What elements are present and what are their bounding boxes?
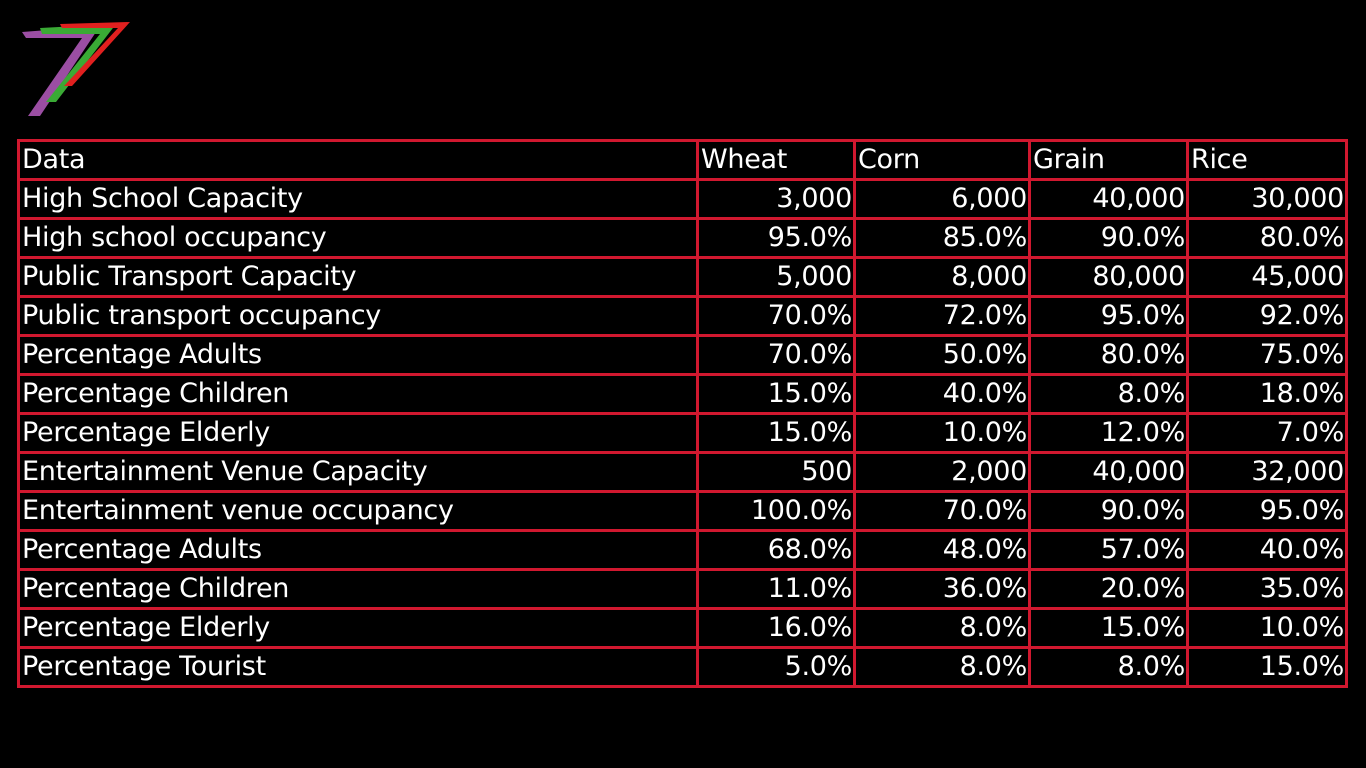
value-cell: 95.0% (1028, 295, 1189, 337)
value-cell: 15.0% (1028, 607, 1189, 649)
row-label-cell: Percentage Elderly (17, 607, 699, 649)
value-cell: 18.0% (1186, 373, 1348, 415)
header-cell-corn: Corn (853, 139, 1031, 181)
value-cell: 8.0% (853, 607, 1031, 649)
table-row: Public transport occupancy 70.0% 72.0% 95.0… (17, 295, 1348, 337)
value-cell: 95.0% (1186, 490, 1348, 532)
value-cell: 20.0% (1028, 568, 1189, 610)
value-cell: 40.0% (1186, 529, 1348, 571)
row-label-cell: Percentage Adults (17, 334, 699, 376)
table-body: Data Wheat Corn Grain Rice High School C… (17, 139, 1348, 688)
value-cell: 11.0% (696, 568, 856, 610)
row-label-cell: Percentage Elderly (17, 412, 699, 454)
table-row: Percentage Adults 70.0% 50.0% 80.0% 75.0% (17, 334, 1348, 376)
table-row: Percentage Children 11.0% 36.0% 20.0% 35.0% (17, 568, 1348, 610)
value-cell: 72.0% (853, 295, 1031, 337)
value-cell: 10.0% (1186, 607, 1348, 649)
value-cell: 8.0% (1028, 646, 1189, 688)
table-row: Percentage Elderly 15.0% 10.0% 12.0% 7.0% (17, 412, 1348, 454)
value-cell: 5.0% (696, 646, 856, 688)
value-cell: 8.0% (1028, 373, 1189, 415)
value-cell: 8,000 (853, 256, 1031, 298)
value-cell: 90.0% (1028, 217, 1189, 259)
value-cell: 12.0% (1028, 412, 1189, 454)
row-label-cell: Public transport occupancy (17, 295, 699, 337)
value-cell: 35.0% (1186, 568, 1348, 610)
value-cell: 57.0% (1028, 529, 1189, 571)
value-cell: 70.0% (696, 295, 856, 337)
row-label-cell: Percentage Adults (17, 529, 699, 571)
value-cell: 8.0% (853, 646, 1031, 688)
value-cell: 90.0% (1028, 490, 1189, 532)
value-cell: 500 (696, 451, 856, 493)
value-cell: 92.0% (1186, 295, 1348, 337)
value-cell: 40.0% (853, 373, 1031, 415)
value-cell: 30,000 (1186, 178, 1348, 220)
table-row: Percentage Children 15.0% 40.0% 8.0% 18.0% (17, 373, 1348, 415)
row-label-cell: High school occupancy (17, 217, 699, 259)
row-label-cell: Percentage Tourist (17, 646, 699, 688)
header-cell-grain: Grain (1028, 139, 1189, 181)
header-cell-data: Data (17, 139, 699, 181)
value-cell: 80,000 (1028, 256, 1189, 298)
value-cell: 40,000 (1028, 451, 1189, 493)
logo-green-stripe (40, 24, 116, 102)
value-cell: 10.0% (853, 412, 1031, 454)
header-row: Data Wheat Corn Grain Rice (17, 139, 1348, 181)
row-label-cell: Entertainment Venue Capacity (17, 451, 699, 493)
value-cell: 2,000 (853, 451, 1031, 493)
value-cell: 68.0% (696, 529, 856, 571)
table-row: Percentage Adults 68.0% 48.0% 57.0% 40.0% (17, 529, 1348, 571)
row-label-cell: Percentage Children (17, 373, 699, 415)
value-cell: 7.0% (1186, 412, 1348, 454)
table-row: High School Capacity 3,000 6,000 40,000 30,0… (17, 178, 1348, 220)
header-cell-rice: Rice (1186, 139, 1348, 181)
value-cell: 100.0% (696, 490, 856, 532)
value-cell: 80.0% (1186, 217, 1348, 259)
value-cell: 70.0% (853, 490, 1031, 532)
value-cell: 5,000 (696, 256, 856, 298)
value-cell: 48.0% (853, 529, 1031, 571)
logo-purple-stripe (22, 26, 100, 116)
value-cell: 3,000 (696, 178, 856, 220)
value-cell: 15.0% (696, 373, 856, 415)
row-label-cell: Entertainment venue occupancy (17, 490, 699, 532)
table-row: High school occupancy 95.0% 85.0% 90.0% 80.0… (17, 217, 1348, 259)
data-table: Data Wheat Corn Grain Rice High School C… (17, 139, 1348, 688)
table-row: Percentage Tourist 5.0% 8.0% 8.0% 15.0% (17, 646, 1348, 688)
logo-red-stripe (60, 22, 130, 86)
value-cell: 40,000 (1028, 178, 1189, 220)
value-cell: 70.0% (696, 334, 856, 376)
row-label-cell: Percentage Children (17, 568, 699, 610)
value-cell: 36.0% (853, 568, 1031, 610)
value-cell: 85.0% (853, 217, 1031, 259)
value-cell: 15.0% (696, 412, 856, 454)
value-cell: 16.0% (696, 607, 856, 649)
value-cell: 32,000 (1186, 451, 1348, 493)
value-cell: 45,000 (1186, 256, 1348, 298)
seven-logo-icon (22, 22, 130, 116)
table-row: Entertainment venue occupancy 100.0% 70.0%… (17, 490, 1348, 532)
value-cell: 15.0% (1186, 646, 1348, 688)
table-row: Entertainment Venue Capacity 500 2,000 40,0… (17, 451, 1348, 493)
value-cell: 80.0% (1028, 334, 1189, 376)
value-cell: 95.0% (696, 217, 856, 259)
table-row: Public Transport Capacity 5,000 8,000 80,00… (17, 256, 1348, 298)
value-cell: 6,000 (853, 178, 1031, 220)
row-label-cell: High School Capacity (17, 178, 699, 220)
value-cell: 75.0% (1186, 334, 1348, 376)
value-cell: 50.0% (853, 334, 1031, 376)
row-label-cell: Public Transport Capacity (17, 256, 699, 298)
table-row: Percentage Elderly 16.0% 8.0% 15.0% 10.0% (17, 607, 1348, 649)
header-cell-wheat: Wheat (696, 139, 856, 181)
